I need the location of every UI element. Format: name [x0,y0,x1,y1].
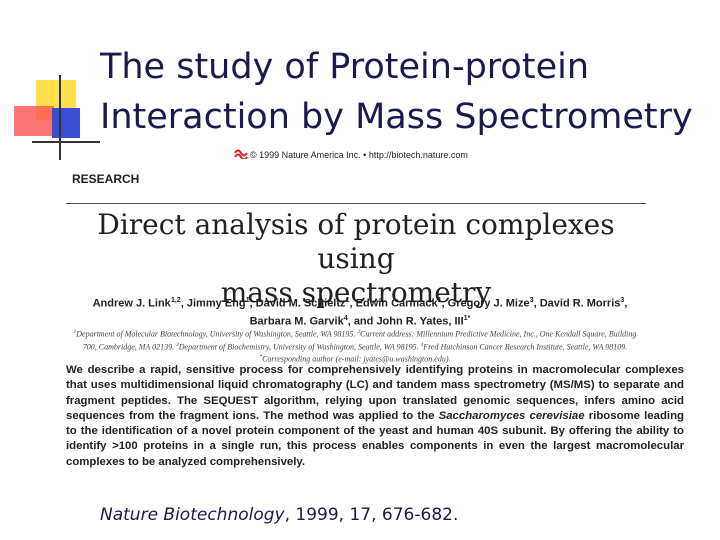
copyright: © 1999 Nature America Inc. • http://biot… [250,150,468,160]
author-affiliation-mark: 1 [437,296,442,304]
affiliations: 1Department of Molecular Biotechnology, … [70,327,640,365]
citation-details: , 1999, 17, 676-682. [284,505,459,525]
author-affiliation-mark: 1 [345,296,350,304]
author-separator: , [180,297,187,310]
author-name: Andrew J. Link [92,297,171,310]
author-name: David M. Schieltz [255,297,346,310]
author-affiliation-mark: 3 [620,296,625,304]
section-label: RESEARCH [72,172,140,186]
title-line: Interaction by Mass Spectrometry [100,97,693,137]
author-name: Jimmy Eng [186,297,246,310]
author-separator: , [533,297,540,310]
affiliation-text: Department of Biochemistry, University o… [178,342,421,352]
abstract-text: We describe a rapid, sensitive process f… [66,364,684,422]
author-name: Barbara M. Garvik [249,315,344,328]
author-separator: , [441,297,448,310]
author-affiliation-mark: 1* [463,313,471,322]
affiliation-mark: 3 [176,341,179,348]
journal: Nature Biotechnology [100,505,285,525]
slide-title: The study of Protein-protein Interaction… [100,42,693,142]
affiliation-mark: 4 [420,341,424,348]
author-affiliation-mark: 4 [343,313,348,322]
paper-title-line: mass spectrometry [220,276,492,309]
author-name: Gregory J. Mize [447,297,530,310]
affiliation-text: Current address: Millennium Predictive M… [82,329,637,352]
rule [66,203,646,204]
affiliation-text: Department of Molecular Biotechnology, U… [76,329,358,339]
publisher-logo [234,149,248,159]
paper-title: Direct analysis of protein complexes usi… [66,208,646,310]
abstract: We describe a rapid, sensitive process f… [66,363,684,470]
author-name: David R. Morris [539,297,621,310]
affiliation-mark: * [259,354,263,361]
author-name: Edwin Carmack [355,297,438,310]
author-affiliation-mark: 1,2 [170,296,181,304]
affiliation-text: Corresponding author (e-mail: jyates@u.w… [262,354,451,364]
paper-title-line: Direct analysis of protein complexes usi… [97,208,615,275]
author-name: John R. Yates, III [376,315,464,328]
abstract-text: ribosome leading to the identification o… [66,409,685,468]
authors: Andrew J. Link1,2, Jimmy Eng1, David M. … [80,293,640,328]
affiliation-text: Fred Hutchinson Cancer Research Institut… [423,342,628,352]
title-line: The study of Protein-protein [100,47,590,87]
author-separator: , [249,297,256,310]
author-separator: , and [347,315,377,328]
author-separator: , [624,297,628,310]
affiliation-mark: 2 [357,329,361,335]
author-affiliation-mark: 1 [245,296,250,304]
author-affiliation-mark: 3 [529,296,534,304]
author-separator: , [349,297,356,310]
abstract-text: Saccharomyces cerevisiae [438,409,585,422]
affiliation-mark: 1 [73,329,77,335]
citation: Nature Biotechnology, 1999, 17, 676-682. [100,505,458,525]
slide-decoration [14,75,100,160]
